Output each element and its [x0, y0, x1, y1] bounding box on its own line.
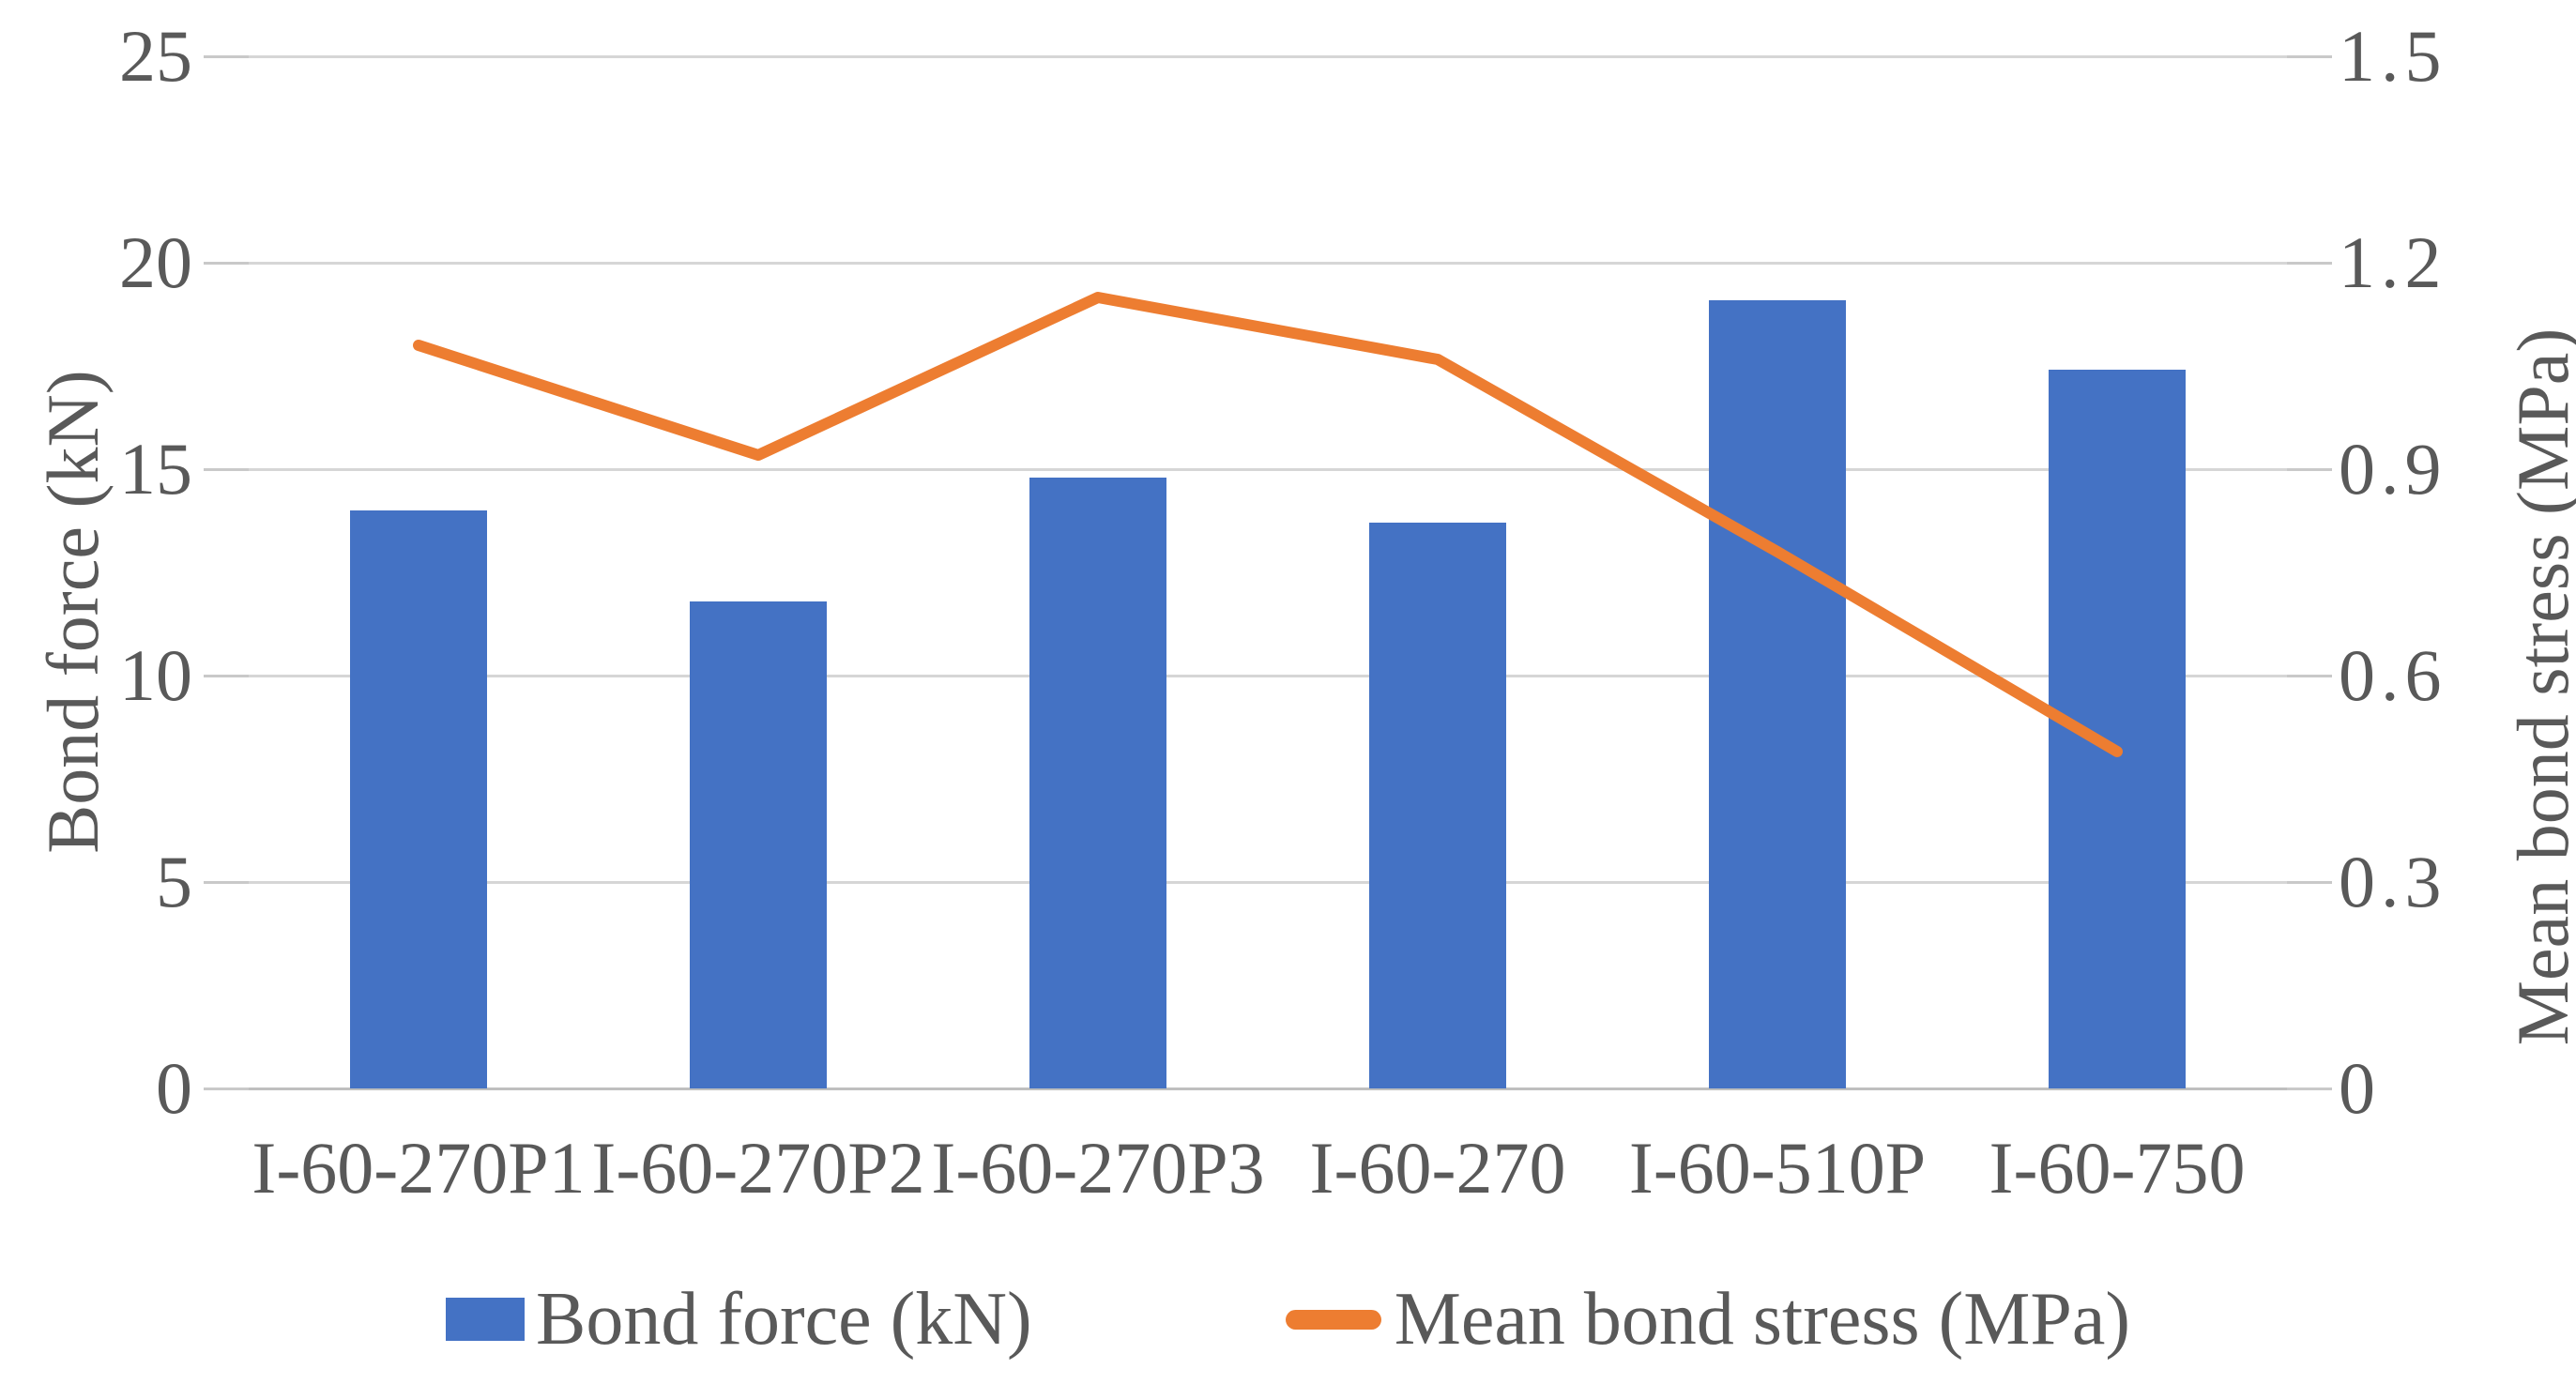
gridline	[249, 675, 2287, 677]
legend-label-bond-force: Bond force (kN)	[535, 1278, 1032, 1361]
right-axis-tick-label: 1.5	[2339, 15, 2447, 97]
left-axis-tickmark	[204, 1087, 249, 1090]
bar-I-60-510P	[1709, 300, 1846, 1088]
bar-I-60-270P3	[1029, 478, 1166, 1088]
bar-series-swatch-icon	[445, 1298, 525, 1341]
bar-I-60-270P2	[690, 601, 827, 1088]
left-axis-title: Bond force (kN)	[32, 370, 114, 854]
category-label-I-60-270P2: I-60-270P2	[591, 1127, 925, 1209]
left-axis-tick-label: 15	[119, 428, 192, 509]
category-label-I-60-750: I-60-750	[1989, 1127, 2246, 1209]
right-axis-tick-label: 1.2	[2339, 221, 2447, 303]
right-axis-tickmark	[2287, 55, 2332, 58]
gridline	[249, 881, 2287, 884]
gridline	[249, 55, 2287, 58]
category-label-I-60-270P1: I-60-270P1	[252, 1127, 586, 1209]
left-axis-tick-label: 5	[156, 841, 192, 922]
left-axis-tick-label: 0	[156, 1047, 192, 1129]
category-label-I-60-270P3: I-60-270P3	[931, 1127, 1265, 1209]
x-axis-line	[249, 1087, 2287, 1090]
left-axis-tick-label: 10	[119, 634, 192, 716]
category-label-I-60-270: I-60-270	[1309, 1127, 1566, 1209]
legend-item-mean-bond-stress: Mean bond stress (MPa)	[1285, 1274, 2131, 1364]
right-axis-tick-label: 0	[2339, 1047, 2381, 1129]
right-axis-tickmark	[2287, 468, 2332, 471]
line-series-swatch-icon	[1285, 1309, 1381, 1330]
left-axis-tickmark	[204, 262, 249, 265]
legend: Bond force (kN) Mean bond stress (MPa)	[0, 1274, 2576, 1364]
left-axis-tickmark	[204, 55, 249, 58]
right-axis-tickmark	[2287, 881, 2332, 884]
left-axis-tickmark	[204, 468, 249, 471]
bar-I-60-750	[2049, 370, 2186, 1088]
category-label-I-60-510P: I-60-510P	[1628, 1127, 1927, 1209]
legend-item-bond-force: Bond force (kN)	[445, 1274, 1032, 1364]
right-axis-tick-label: 0.3	[2339, 841, 2447, 922]
left-axis-tickmark	[204, 675, 249, 677]
right-axis-tickmark	[2287, 675, 2332, 677]
bar-I-60-270P1	[350, 510, 487, 1088]
gridline	[249, 262, 2287, 265]
left-axis-tick-label: 20	[119, 221, 192, 303]
gridline	[249, 468, 2287, 471]
left-axis-tick-label: 25	[119, 15, 192, 97]
legend-label-mean-bond-stress: Mean bond stress (MPa)	[1394, 1278, 2131, 1361]
bar-I-60-270	[1369, 523, 1506, 1088]
right-axis-tick-label: 0.9	[2339, 428, 2447, 509]
right-axis-tickmark	[2287, 262, 2332, 265]
right-axis-title: Mean bond stress (MPa)	[2502, 327, 2576, 1046]
mean-bond-stress-line	[413, 292, 2123, 757]
right-axis-tick-label: 0.6	[2339, 634, 2447, 716]
right-axis-tickmark	[2287, 1087, 2332, 1090]
left-axis-tickmark	[204, 881, 249, 884]
